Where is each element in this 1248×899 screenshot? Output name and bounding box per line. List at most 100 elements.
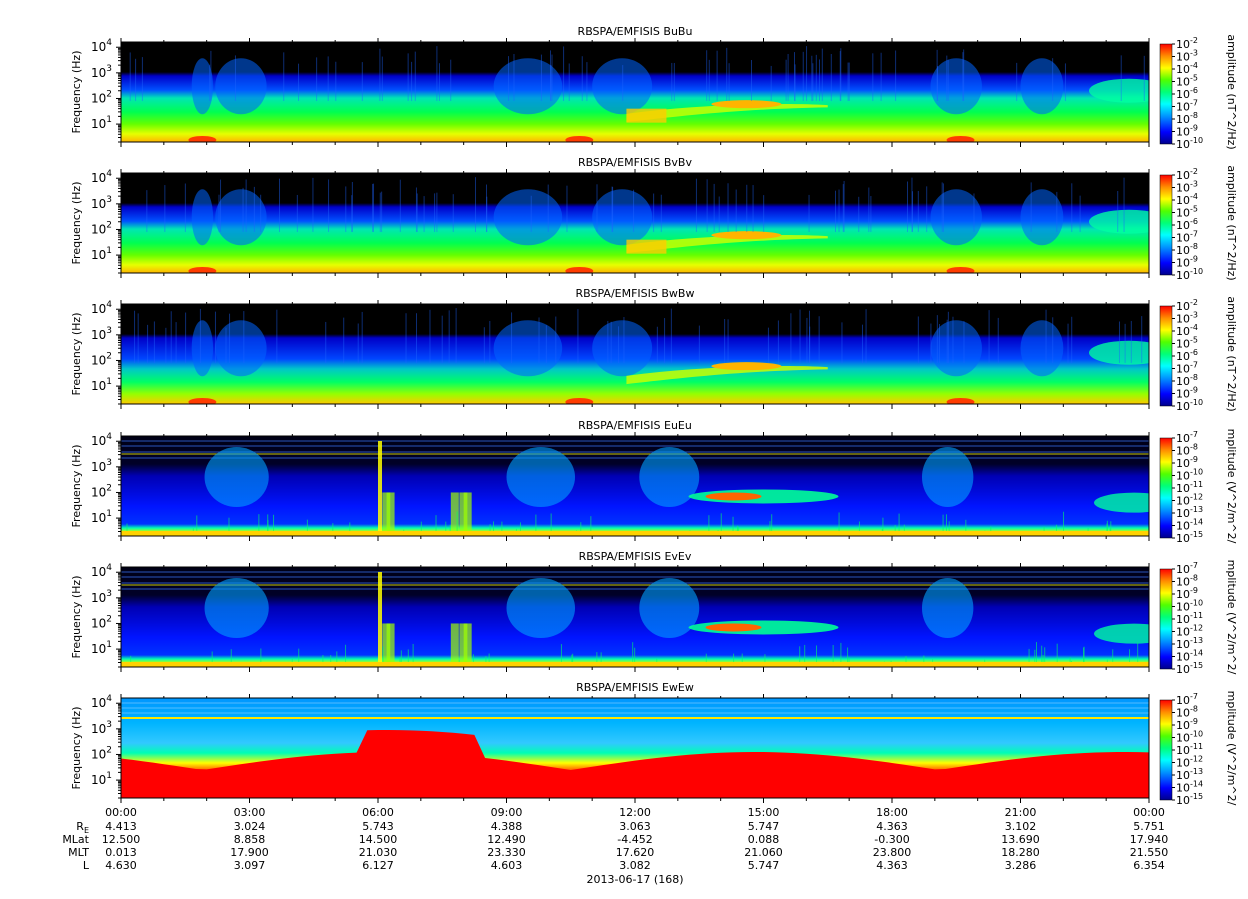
ephemeris-value: 3.063 <box>619 820 651 833</box>
colorbar-tick-label: 10-8 <box>1176 373 1198 388</box>
x-tick-label: 00:00 <box>105 806 137 819</box>
ephemeris-value: 17.620 <box>616 846 655 859</box>
ephemeris-row-label: MLat <box>62 833 89 846</box>
spectrogram-features <box>129 46 1149 142</box>
ephemeris-value: -4.452 <box>617 833 652 846</box>
spectrogram-panel-4: RBSPA/EMFISIS EuEu 104 103 102 101 Frequency … <box>70 419 1238 545</box>
ephemeris-value: 4.363 <box>876 859 908 872</box>
ephemeris-value: 3.102 <box>1005 820 1037 833</box>
ephemeris-value: 21.060 <box>744 846 783 859</box>
y-axis-label: Frequency (Hz) <box>70 576 83 659</box>
ephemeris-value: 4.630 <box>105 859 137 872</box>
ephemeris-value: 17.900 <box>230 846 269 859</box>
ephemeris-value: 6.127 <box>362 859 394 872</box>
colorbar-tick-label: 10-13 <box>1176 636 1203 651</box>
y-tick-label: 101 <box>91 509 112 525</box>
spectrogram-panel-5: RBSPA/EMFISIS EvEv 104 103 102 101 Frequency … <box>70 550 1238 676</box>
colorbar-tick-label: 10-6 <box>1176 217 1198 232</box>
panel-title: RBSPA/EMFISIS EuEu <box>578 419 692 432</box>
colorbar-tick-label: 10-12 <box>1176 755 1203 770</box>
ephemeris-value: 3.024 <box>234 820 266 833</box>
colorbar-tick-label: 10-8 <box>1176 574 1198 589</box>
ephemeris-value: 5.743 <box>362 820 394 833</box>
colorbar-tick-label: 10-13 <box>1176 767 1203 782</box>
y-axis-label: Frequency (Hz) <box>70 707 83 790</box>
colorbar-tick-label: 10-10 <box>1176 730 1203 745</box>
ephemeris-value: 12.500 <box>102 833 141 846</box>
y-tick-label: 103 <box>91 589 112 605</box>
spectrogram-features <box>121 571 1149 667</box>
ephemeris-value: 0.088 <box>748 833 780 846</box>
ephemeris-value: 23.330 <box>487 846 526 859</box>
colorbar-tick-label: 10-7 <box>1176 99 1198 114</box>
colorbar-tick-label: 10-5 <box>1176 205 1198 220</box>
y-tick-label: 102 <box>91 89 112 105</box>
ephemeris-value: 4.603 <box>491 859 523 872</box>
spectrogram-features <box>121 440 1149 536</box>
ephemeris-row-label: L <box>83 859 90 872</box>
ephemeris-value: 8.858 <box>234 833 266 846</box>
colorbar-tick-label: 10-4 <box>1176 61 1198 76</box>
y-tick-label: 101 <box>91 377 112 393</box>
ephemeris-value: 17.940 <box>1130 833 1169 846</box>
ephemeris-value: 21.550 <box>1130 846 1169 859</box>
panel-title: RBSPA/EMFISIS BwBw <box>576 287 695 300</box>
ephemeris-value: 5.747 <box>748 820 780 833</box>
colorbar-tick-label: 10-3 <box>1176 311 1198 326</box>
y-tick-label: 103 <box>91 326 112 342</box>
colorbar-tick-label: 10-7 <box>1176 561 1198 576</box>
y-tick-label: 101 <box>91 246 112 262</box>
spectrogram-panel-1: RBSPA/EMFISIS BuBu 104 103 102 101 Frequency … <box>70 25 1238 151</box>
colorbar-tick-label: 10-9 <box>1176 717 1198 732</box>
colorbar <box>1159 437 1173 539</box>
x-tick-label: 15:00 <box>748 806 780 819</box>
x-tick-label: 09:00 <box>491 806 523 819</box>
y-tick-label: 103 <box>91 720 112 736</box>
colorbar-tick-label: 10-15 <box>1176 792 1203 807</box>
colorbar-tick-label: 10-6 <box>1176 86 1198 101</box>
colorbar-tick-label: 10-10 <box>1176 398 1203 413</box>
panel-title: RBSPA/EMFISIS EvEv <box>579 550 692 563</box>
y-tick-label: 102 <box>91 351 112 367</box>
y-tick-label: 103 <box>91 458 112 474</box>
ephemeris-value: -0.300 <box>874 833 909 846</box>
colorbar-label: mplitude (V^2/m^2/ <box>1225 691 1238 806</box>
colorbar <box>1159 43 1173 145</box>
panel-title: RBSPA/EMFISIS BuBu <box>578 25 693 38</box>
ephemeris-value: 12.490 <box>487 833 526 846</box>
colorbar-tick-label: 10-8 <box>1176 111 1198 126</box>
panel-title: RBSPA/EMFISIS EwEw <box>576 681 694 694</box>
y-tick-label: 104 <box>91 300 112 316</box>
date-label: 2013-06-17 (168) <box>586 873 683 886</box>
colorbar-label: amplitude (nT^2/Hz) <box>1225 165 1238 280</box>
colorbar-tick-label: 10-2 <box>1176 36 1198 51</box>
ephemeris-value: 13.690 <box>1001 833 1040 846</box>
y-axis-label: Frequency (Hz) <box>70 182 83 265</box>
colorbar-tick-label: 10-15 <box>1176 530 1203 545</box>
ephemeris-value: 5.747 <box>748 859 780 872</box>
colorbar-tick-label: 10-10 <box>1176 136 1203 151</box>
spectrogram-panel-2: RBSPA/EMFISIS BvBv 104 103 102 101 Frequency … <box>70 156 1238 282</box>
colorbar-tick-label: 10-8 <box>1176 443 1198 458</box>
colorbar-tick-label: 10-7 <box>1176 692 1198 707</box>
colorbar-tick-label: 10-14 <box>1176 518 1203 533</box>
colorbar-tick-label: 10-11 <box>1176 480 1203 495</box>
spectrogram-features <box>134 308 1149 404</box>
ephemeris-value: 6.354 <box>1133 859 1165 872</box>
x-tick-label: 18:00 <box>876 806 908 819</box>
x-tick-label: 06:00 <box>362 806 394 819</box>
ephemeris-value: 5.751 <box>1133 820 1165 833</box>
y-axis-label: Frequency (Hz) <box>70 313 83 396</box>
y-tick-label: 104 <box>91 563 112 579</box>
panel-title: RBSPA/EMFISIS BvBv <box>578 156 692 169</box>
colorbar-tick-label: 10-8 <box>1176 705 1198 720</box>
y-tick-label: 101 <box>91 115 112 131</box>
colorbar-tick-label: 10-10 <box>1176 468 1203 483</box>
y-tick-label: 104 <box>91 432 112 448</box>
y-tick-label: 103 <box>91 64 112 80</box>
colorbar-label: mplitude (V^2/m^2/ <box>1225 560 1238 675</box>
colorbar-label: mplitude (V^2/m^2/ <box>1225 429 1238 544</box>
y-tick-label: 104 <box>91 169 112 185</box>
colorbar-tick-label: 10-2 <box>1176 167 1198 182</box>
